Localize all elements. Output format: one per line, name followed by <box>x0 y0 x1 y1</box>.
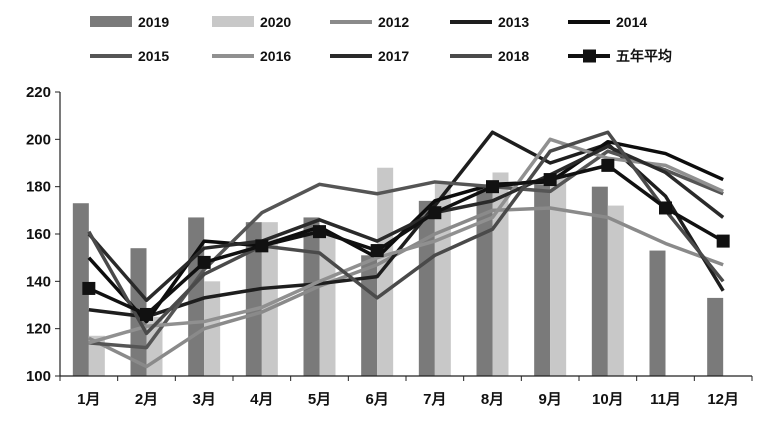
legend-label-五年平均: 五年平均 <box>616 48 672 64</box>
bar-2019-7 <box>418 200 435 376</box>
average-marker-6 <box>370 244 384 258</box>
lines <box>82 130 730 369</box>
x-tick-label-6: 6月 <box>365 391 388 408</box>
legend-item-2016: 2016 <box>212 48 291 64</box>
x-tick-label-9: 9月 <box>538 391 561 408</box>
legend-item-2015: 2015 <box>90 48 169 64</box>
legend-item-五年平均: 五年平均 <box>568 48 672 64</box>
bar-2019-1 <box>72 203 89 376</box>
y-tick-label-140: 140 <box>26 273 51 290</box>
legend: 2019 2020 2012 2013 2014 2015 2016 2017 2018 五年平均 <box>90 14 672 64</box>
legend-item-2019: 2019 <box>90 14 169 30</box>
x-tick-label-2: 2月 <box>135 391 158 408</box>
line-2018 <box>87 130 725 336</box>
x-tick-label-1: 1月 <box>77 391 100 408</box>
x-tick-label-3: 3月 <box>192 391 215 408</box>
legend-item-2020: 2020 <box>212 14 291 30</box>
x-tick-label-8: 8月 <box>481 391 504 408</box>
y-tick-label-180: 180 <box>26 179 51 196</box>
bar-2020-8 <box>492 172 509 376</box>
y-tick-label-220: 220 <box>26 84 51 101</box>
legend-label-2016: 2016 <box>260 48 291 64</box>
x-tick-label-12: 12月 <box>707 391 739 408</box>
x-tick-label-5: 5月 <box>308 391 331 408</box>
legend-swatch-2020 <box>212 16 254 27</box>
y-tick-label-100: 100 <box>26 368 51 385</box>
legend-item-2014: 2014 <box>568 14 647 30</box>
bar-2019-4 <box>245 222 262 376</box>
legend-marker-average <box>583 49 596 63</box>
bar-2020-6 <box>377 167 394 376</box>
line-2016 <box>88 137 724 345</box>
line-average <box>88 163 725 317</box>
y-tick-label-200: 200 <box>26 131 51 148</box>
average-marker-1 <box>82 281 96 295</box>
bar-2020-4 <box>261 222 278 376</box>
bar-2019-11 <box>649 250 666 376</box>
average-marker-10 <box>601 158 615 172</box>
x-tick-label-4: 4月 <box>250 391 273 408</box>
legend-item-2013: 2013 <box>450 14 529 30</box>
legend-label-2020: 2020 <box>260 14 291 30</box>
legend-label-2017: 2017 <box>378 48 409 64</box>
bar-2019-10 <box>591 186 608 376</box>
bar-2019-3 <box>188 217 205 376</box>
bar-2020-9 <box>550 172 567 376</box>
average-marker-4 <box>255 239 269 253</box>
average-marker-2 <box>140 307 153 321</box>
legend-label-2015: 2015 <box>138 48 169 64</box>
legend-item-2012: 2012 <box>330 14 409 30</box>
average-marker-11 <box>659 201 672 215</box>
x-tick-label-10: 10月 <box>592 391 624 408</box>
y-tick-label-160: 160 <box>26 226 51 243</box>
legend-item-2018: 2018 <box>450 48 529 64</box>
legend-label-2012: 2012 <box>378 14 409 30</box>
legend-label-2018: 2018 <box>498 48 529 64</box>
legend-item-2017: 2017 <box>330 48 409 64</box>
legend-label-2014: 2014 <box>616 14 647 30</box>
y-tick-label-120: 120 <box>26 321 51 338</box>
bar-2020-3 <box>204 281 221 376</box>
average-marker-8 <box>486 180 499 194</box>
average-marker-3 <box>197 255 211 269</box>
legend-label-2013: 2013 <box>498 14 529 30</box>
x-tick-label-11: 11月 <box>650 391 681 408</box>
bar-2019-12 <box>707 297 724 376</box>
bar-2020-5 <box>319 234 336 376</box>
average-marker-7 <box>428 206 442 220</box>
x-tick-label-7: 7月 <box>423 391 446 408</box>
legend-swatch-2019 <box>90 16 132 27</box>
average-marker-12 <box>716 234 730 248</box>
average-marker-5 <box>313 225 326 239</box>
axes: 100 120 140 160 180 200 220 1月 2月 3月 4月 5月 6月 7月 8月 9月 1… <box>26 84 753 408</box>
legend-label-2019: 2019 <box>138 14 169 30</box>
line-2017 <box>87 144 725 303</box>
bar-2019-9 <box>534 184 551 376</box>
bars <box>72 167 724 376</box>
bar-2020-10 <box>607 205 624 376</box>
bar-2019-5 <box>303 217 320 376</box>
average-marker-9 <box>543 173 557 187</box>
bar-2019-6 <box>361 255 378 376</box>
